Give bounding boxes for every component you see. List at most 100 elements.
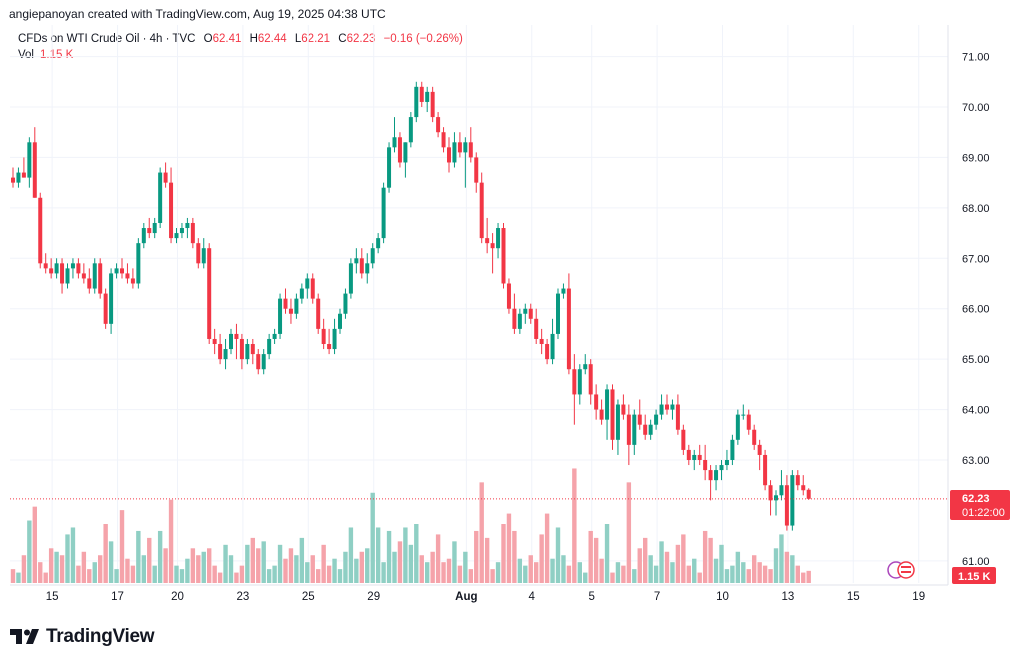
time-tick-label: 29 xyxy=(367,591,380,603)
volume-bar xyxy=(746,569,751,583)
volume-bar xyxy=(92,562,97,583)
volume-bar xyxy=(523,565,528,583)
candle-body xyxy=(741,414,746,416)
time-tick-label: 23 xyxy=(237,591,250,603)
candle-body xyxy=(392,137,397,148)
volume-bar xyxy=(534,562,539,583)
candle-body xyxy=(534,318,539,339)
volume-bar xyxy=(566,565,572,583)
volume-bar xyxy=(773,548,779,583)
candle-body xyxy=(637,414,642,425)
volume-bar xyxy=(806,570,811,583)
candle-body xyxy=(185,222,190,229)
open-label: O xyxy=(203,33,213,45)
volume-bar xyxy=(452,541,457,583)
price-tick-label: 67.00 xyxy=(962,253,990,265)
chart-grid xyxy=(10,25,949,586)
candle-body xyxy=(65,268,70,284)
volume-bar xyxy=(152,565,157,583)
candle-body xyxy=(267,338,272,355)
volume-bar xyxy=(425,562,430,583)
volume-bar xyxy=(310,555,315,583)
volume-bar xyxy=(245,544,250,583)
candle-body xyxy=(234,333,239,339)
candle-body xyxy=(730,439,735,460)
volume-bar xyxy=(664,551,670,583)
candle-body xyxy=(299,288,304,299)
event-icons[interactable] xyxy=(887,561,915,579)
candle-body xyxy=(605,389,610,420)
candle-body xyxy=(452,142,457,163)
candle-body xyxy=(212,338,217,345)
symbol-name[interactable]: CFDs on WTI Crude Oil · 4h · TVC xyxy=(18,33,196,45)
volume-bar xyxy=(321,544,326,583)
volume-bar xyxy=(468,569,473,583)
candle-body xyxy=(239,338,244,360)
candle-body xyxy=(806,489,811,499)
candle-body xyxy=(441,132,446,148)
candle-body xyxy=(430,91,435,118)
volume-bar xyxy=(81,551,87,583)
candle-body xyxy=(288,308,293,314)
candle-body xyxy=(517,313,522,329)
candle-body xyxy=(659,404,664,415)
volume-bar xyxy=(779,534,784,583)
candle-body xyxy=(408,117,413,143)
candle-body xyxy=(294,298,299,314)
volume-bar xyxy=(272,565,277,583)
candle-body xyxy=(229,333,233,350)
candle-body xyxy=(223,349,228,360)
volume-bar xyxy=(653,565,659,583)
change-value: −0.16 (−0.26%) xyxy=(383,33,463,45)
volume-bar xyxy=(130,565,136,583)
tradingview-logo[interactable]: TradingView xyxy=(10,626,155,648)
candle-body xyxy=(338,313,342,329)
candle-body xyxy=(594,394,599,410)
volume-bar xyxy=(735,551,741,583)
time-tick-label: 7 xyxy=(654,591,660,603)
volume-bar xyxy=(544,513,550,583)
volume-bar xyxy=(484,537,490,583)
volume-bar xyxy=(686,565,691,583)
price-tick-label: 61.00 xyxy=(962,556,990,568)
volume-bar xyxy=(168,499,174,583)
volume-bar xyxy=(588,530,593,583)
time-tick-label: 5 xyxy=(588,591,594,603)
candle-body xyxy=(550,333,555,360)
candle-body xyxy=(621,404,626,415)
candle-body xyxy=(16,172,21,183)
volume-bar xyxy=(670,562,675,583)
candle-body xyxy=(479,182,484,239)
candle-body xyxy=(316,298,321,329)
volume-bar xyxy=(277,544,283,583)
volume-bar xyxy=(38,562,43,583)
volume-bar xyxy=(517,558,523,583)
volume-bar xyxy=(419,555,424,583)
candle-body xyxy=(278,298,283,334)
volume-bar xyxy=(757,562,762,583)
time-tick-label: 15 xyxy=(46,591,59,603)
volume-bar xyxy=(752,555,757,583)
time-tick-label: 17 xyxy=(111,591,124,603)
price-axis: 71.00 70.00 69.00 68.00 67.00 66.00 65.00 64.00… xyxy=(962,52,990,568)
candle-body xyxy=(795,475,800,486)
candle-body xyxy=(27,142,32,178)
candle-body xyxy=(714,470,719,481)
candle-body xyxy=(332,328,337,350)
volume-bar xyxy=(201,551,206,583)
volume-bar xyxy=(359,551,364,583)
candle-body xyxy=(724,460,729,466)
volume-bar xyxy=(223,544,228,583)
volume-bar xyxy=(261,541,266,583)
volume-bar xyxy=(610,572,615,583)
volume-bar xyxy=(59,555,65,583)
candle-body xyxy=(365,263,370,274)
candle-body xyxy=(141,228,146,244)
volume-bar xyxy=(354,558,359,583)
low-label: L xyxy=(294,33,302,45)
volume-bar xyxy=(239,565,245,583)
candle-body xyxy=(774,495,778,501)
volume-bar xyxy=(114,569,119,583)
volume-label[interactable]: Vol xyxy=(18,49,34,61)
